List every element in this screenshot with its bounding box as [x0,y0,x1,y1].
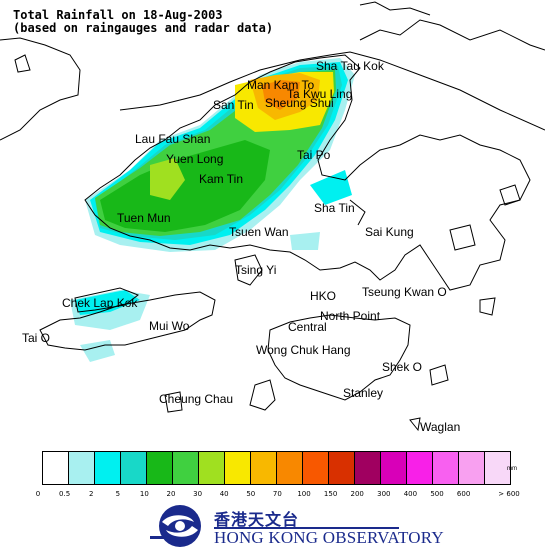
place-label: Tai O [22,331,51,345]
legend-tick-label: 300 [377,490,391,498]
legend-swatch [120,451,147,485]
legend-tick-label: 0 [35,490,41,498]
legend-tick-label: 70 [272,490,282,498]
legend-swatch [224,451,251,485]
title-line-2: (based on raingauges and radar data) [13,21,274,35]
place-label: Mui Wo [149,319,190,333]
rainfall-map [0,1,545,432]
rain-area-cyan [75,290,140,315]
legend-swatch [250,451,277,485]
logo-english-name: HONG KONG OBSERVATORY [214,528,444,547]
hko-logo-icon [150,505,201,547]
legend-tick-label: > 600 [498,490,520,498]
place-label: Yuen Long [166,152,224,166]
legend-tick-label: 2 [88,490,94,498]
legend-swatch [380,451,407,485]
place-label: Sheung Shui [265,96,334,110]
place-label: Tseung Kwan O [362,285,447,299]
place-label: Kam Tin [199,172,244,186]
map-title: Total Rainfall on 18-Aug-2003 (based on … [13,9,273,35]
place-label: Ta Kwu Ling [287,87,353,101]
legend-swatch [432,451,459,485]
legend-swatch [484,451,511,485]
place-label: Waglan [420,420,461,434]
legend-swatch [198,451,225,485]
place-label: Tsing Yi [235,263,277,277]
place-label: Shek O [382,360,423,374]
legend-tick-label: 0.5 [59,490,71,498]
place-label: Tai Po [297,148,331,162]
place-label: Tsuen Wan [229,225,289,239]
legend-swatch [276,451,303,485]
legend-tick-label: 5 [115,490,121,498]
legend-swatch [172,451,199,485]
place-label: Wong Chuk Hang [256,343,351,357]
place-label: Chek Lap Kok [62,296,138,310]
title-line-1: Total Rainfall on 18-Aug-2003 [13,8,223,22]
place-label: North Point [320,309,381,323]
place-label: Sai Kung [365,225,414,239]
legend-swatch [68,451,95,485]
legend-swatch [146,451,173,485]
legend-tick-label: 100 [297,490,311,498]
legend-tick-label: 40 [219,490,229,498]
legend-tick-label: 150 [323,490,338,498]
legend-tick-label: 600 [456,490,471,498]
place-label: Tuen Mun [117,211,171,225]
legend-tick-label: 30 [193,490,203,498]
legend-tick-label: 200 [350,490,364,498]
place-label: Cheung Chau [159,392,234,406]
mainland-coastline [0,37,81,141]
border-line [119,51,545,131]
legend-swatch [354,451,381,485]
place-label: Central [288,320,327,334]
legend-swatch [94,451,121,485]
logo-chinese-name: 香港天文台 [214,510,300,529]
legend-tick-label: 10 [139,490,149,498]
legend-swatch [328,451,355,485]
place-label: Lau Fau Shan [135,132,211,146]
hk-island-coastline [267,314,411,401]
logo-divider [214,527,399,529]
place-label: HKO [310,289,337,303]
place-label: Sha Tau Kok [316,59,384,73]
legend-swatch [42,451,69,485]
legend-tick-label: 500 [430,490,444,498]
place-label: San Tin [213,98,254,112]
legend-swatch [458,451,485,485]
place-label: Sha Tin [314,201,355,215]
nt-coastline [84,54,531,291]
place-label: Stanley [343,386,384,400]
lantau-coastline [39,291,216,351]
legend-unit: mm [507,466,517,472]
legend-tick-label: 20 [166,490,176,498]
legend-swatch [302,451,329,485]
legend-tick-label: 50 [246,490,256,498]
rainfall-legend [42,451,511,485]
place-label: Man Kam To [247,78,315,92]
legend-swatch [406,451,433,485]
legend-tick-label: 400 [403,490,418,498]
